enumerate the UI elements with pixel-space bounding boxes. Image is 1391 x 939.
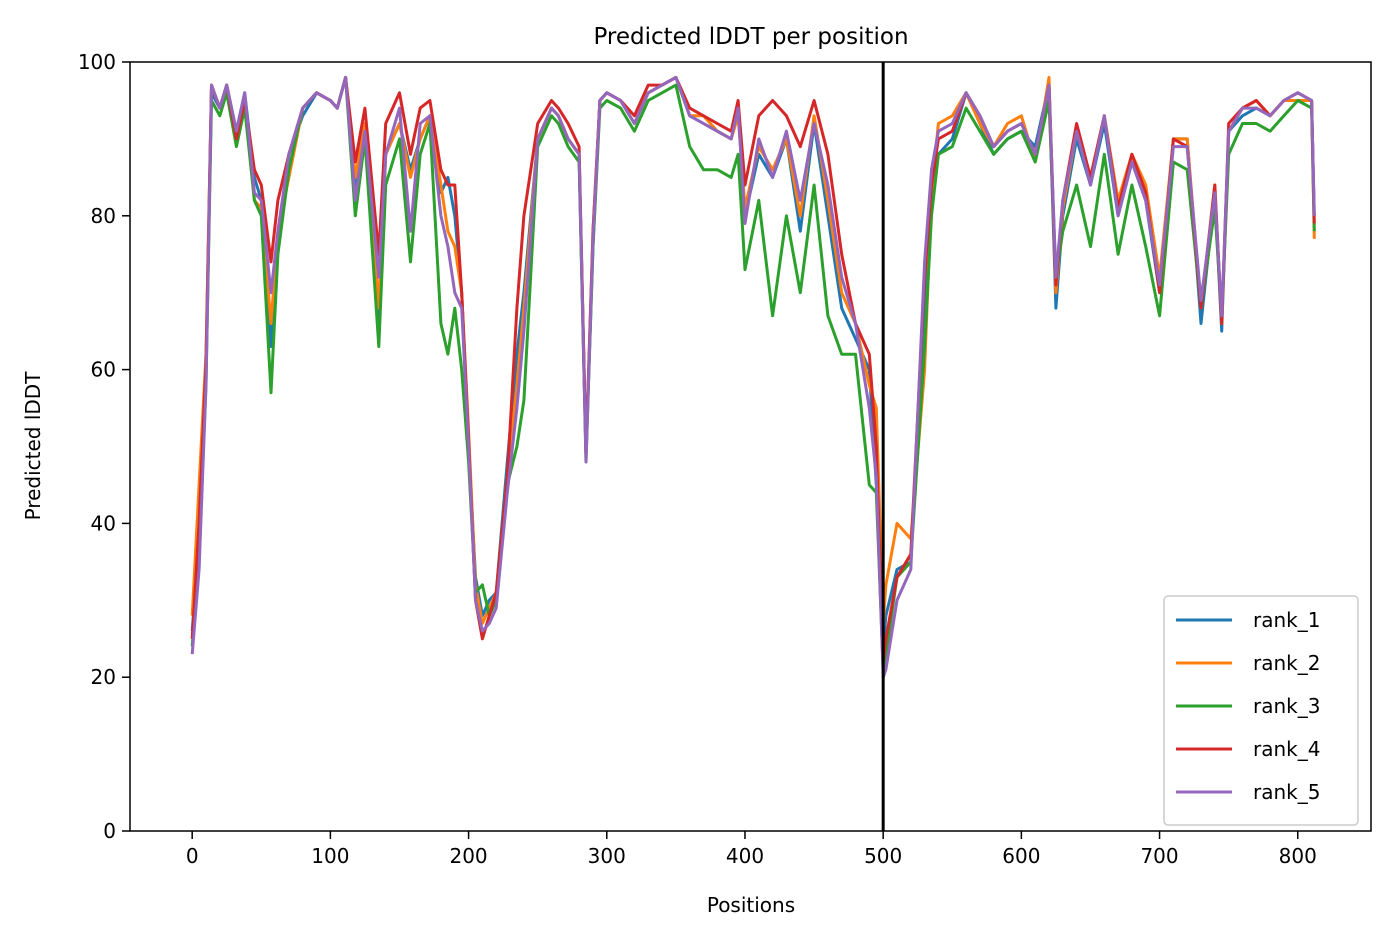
x-tick-label: 100 — [311, 844, 349, 868]
y-tick-label: 0 — [103, 819, 116, 843]
legend: rank_1 rank_2 rank_3 rank_4 rank_5 — [1163, 595, 1359, 826]
x-tick-label: 400 — [726, 844, 764, 868]
y-tick-label: 100 — [78, 50, 116, 74]
y-axis-ticks: 0 20 40 60 80 100 — [78, 50, 130, 843]
x-tick-label: 500 — [864, 844, 902, 868]
legend-label-rank_1: rank_1 — [1253, 608, 1320, 632]
series-line-rank_5 — [190, 75, 1316, 679]
x-tick-label: 700 — [1140, 844, 1178, 868]
plot-area — [129, 61, 1372, 832]
legend-label-rank_5: rank_5 — [1253, 780, 1320, 804]
x-tick-label: 200 — [449, 844, 487, 868]
y-tick-label: 40 — [91, 511, 116, 535]
legend-label-rank_2: rank_2 — [1253, 651, 1320, 675]
y-tick-label: 80 — [91, 204, 116, 228]
y-axis-label: Predicted lDDT — [21, 371, 45, 521]
x-tick-label: 600 — [1002, 844, 1040, 868]
x-tick-label: 0 — [186, 844, 199, 868]
x-tick-label: 300 — [588, 844, 626, 868]
x-axis-ticks: 0 100 200 300 400 500 600 700 800 — [186, 831, 1317, 868]
x-axis-label: Positions — [707, 893, 795, 917]
series-layer — [190, 75, 1316, 679]
y-tick-label: 60 — [91, 358, 116, 382]
legend-label-rank_3: rank_3 — [1253, 694, 1320, 718]
legend-box — [1163, 595, 1359, 826]
chart-title: Predicted lDDT per position — [593, 24, 908, 50]
plot-frame — [129, 61, 1372, 832]
x-tick-label: 800 — [1279, 844, 1317, 868]
legend-label-rank_4: rank_4 — [1253, 737, 1320, 761]
y-tick-label: 20 — [91, 665, 116, 689]
